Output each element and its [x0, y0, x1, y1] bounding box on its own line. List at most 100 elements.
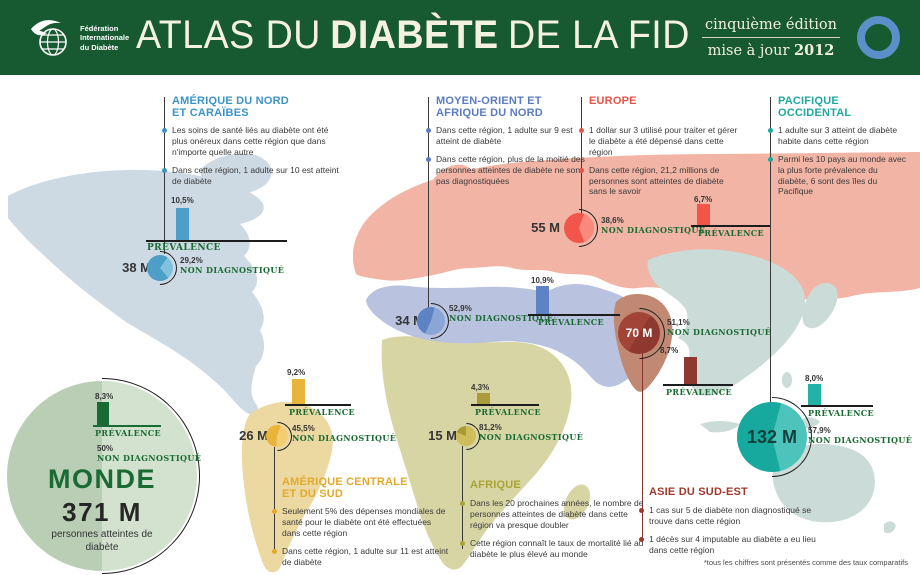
non-diagnose-label: NON DIAGNOSTIQUÉ: [97, 453, 202, 463]
section-bullet: 1 adulte sur 3 atteint de diabète habite…: [767, 125, 910, 147]
value-label: 38 M: [122, 260, 151, 275]
bar-baseline: [285, 404, 351, 406]
prevalence-pct: 8,7%: [660, 346, 679, 355]
prevalence-label: PRÉVALENCE: [698, 228, 765, 238]
section-europe: EUROPE 1 dollar sur 3 utilisé pour trait…: [578, 95, 739, 204]
value-label: 132 M: [746, 426, 798, 447]
non-diagnose-pct: 29,2%: [180, 256, 203, 265]
section-bullet: Seulement 5% des dépenses mondiales de s…: [271, 506, 450, 539]
section-bullet: Dans cette région, 1 adulte sur 10 est a…: [161, 165, 344, 187]
connector-line-europe: [581, 97, 582, 214]
map-region-asie-de-l-est: [647, 249, 806, 396]
section-title: ASIE DU SUD-EST: [649, 486, 748, 498]
prevalence-pct: 10,9%: [531, 276, 554, 285]
non-diagnose-label: NON DIAGNOSTIQUÉ: [479, 432, 584, 442]
world-title: MONDE: [48, 464, 156, 494]
non-diagnose-label: NON DIAGNOSTIQUÉ: [808, 435, 913, 445]
section-bullet: Dans cette région, 1 adulte sur 11 est a…: [271, 545, 449, 567]
bar-baseline: [528, 314, 620, 316]
map-region-philippines: [782, 372, 792, 388]
non-diagnose-pct: 81,2%: [479, 423, 502, 432]
bar-baseline: [471, 404, 539, 406]
prevalence-label: PRÉVALENCE: [475, 407, 542, 417]
non-diagnose-pct: 38,6%: [601, 216, 624, 225]
section-bullet: 1 cas sur 5 de diabète non diagnostiqué …: [638, 505, 835, 527]
value-label: 15 M: [428, 428, 457, 443]
map-region-japon: [802, 282, 838, 329]
prevalence-label: PRÉVALENCE: [147, 243, 221, 253]
prevalence-pct: 8,0%: [805, 374, 824, 383]
map-region-nouvelle-zelande: [884, 521, 896, 534]
prevalence-pct: 9,2%: [287, 368, 306, 377]
prevalence-bar: [292, 379, 305, 405]
prevalence-pct: 10,5%: [171, 196, 194, 205]
section-asie-du-sud-est: ASIE DU SUD-EST 1 cas sur 5 de diabète n…: [638, 486, 835, 563]
connector-line-amerique-centrale: [274, 447, 275, 553]
prevalence-pct: 4,3%: [471, 383, 490, 392]
map-region-amerique-du-nord: [8, 169, 265, 415]
section-bullet: Les soins de santé liés au diabète ont é…: [161, 125, 344, 158]
prevalence-label: PRÉVALENCE: [538, 317, 605, 327]
fid-logo-icon: [31, 20, 67, 56]
section-moyen-orient: MOYEN-ORIENT ET AFRIQUE DU NORD Dans cet…: [425, 95, 592, 193]
non-diagnose-pct: 57,9%: [808, 426, 831, 435]
prevalence-label: PRÉVALENCE: [666, 387, 733, 397]
connector-line-afrique: [462, 446, 463, 549]
page-title: ATLAS DU DIABÈTE DE LA FID: [136, 13, 690, 57]
connector-line-asie-du-sud-est: [642, 352, 643, 542]
prevalence-bar: [536, 286, 549, 315]
section-pacifique-occidental: PACIFIQUE OCCIDENTAL 1 adulte sur 3 atte…: [767, 95, 910, 204]
bar-baseline: [663, 384, 733, 386]
edition-note: cinquième édition mise à jour 2012: [702, 17, 840, 59]
connector-line-amerique-du-nord: [164, 97, 165, 254]
prevalence-bar: [808, 384, 821, 406]
non-diagnose-label: NON DIAGNOSTIQUÉ: [667, 327, 772, 337]
non-diagnose-label: NON DIAGNOSTIQUÉ: [292, 433, 397, 443]
prevalence-bar: [697, 204, 710, 226]
non-diagnose-label: NON DIAGNOSTIQUÉ: [449, 313, 554, 323]
map-region-amerique-du-sud: [241, 401, 333, 573]
value-label: 70 M: [625, 326, 653, 340]
pie-moyen-orient: [405, 295, 457, 347]
section-amerique-centrale: AMÉRIQUE CENTRALE ET DU SUD Seulement 5%…: [271, 476, 450, 574]
map-region-afrique: [381, 336, 572, 570]
section-title: PACIFIQUE OCCIDENTAL: [778, 95, 852, 120]
section-title: MOYEN-ORIENT ET AFRIQUE DU NORD: [436, 95, 543, 120]
non-diagnose-label: NON DIAGNOSTIQUÉ: [601, 225, 706, 235]
section-title: AMÉRIQUE DU NORD ET CARAÏBES: [172, 95, 289, 120]
pie-pacifique-occidental: 132 M: [715, 380, 829, 494]
section-bullet: Dans cette région, plus de la moitié des…: [425, 154, 592, 187]
diabetes-blue-circle-icon: [857, 16, 900, 59]
org-name: Fédération Internationale du Diabète: [80, 24, 130, 52]
non-diagnose-pct: 45,5%: [292, 424, 315, 433]
world-value: 371 M: [62, 497, 142, 527]
connector-line-moyen-orient: [428, 97, 429, 308]
section-bullet: Dans cette région, 21,2 millions de pers…: [578, 165, 739, 198]
section-bullet: Cette région connaît le taux de mortalit…: [459, 538, 652, 560]
map-region-royaume-uni: [364, 210, 395, 238]
section-bullet: Parmi les 10 pays au monde avec la plus …: [767, 154, 910, 198]
section-afrique: AFRIQUE Dans les 20 prochaines années, l…: [459, 479, 652, 566]
section-title: EUROPE: [589, 95, 637, 107]
section-bullet: 1 dollar sur 3 utilisé pour traiter et g…: [578, 125, 738, 157]
header-bar: Fédération Internationale du Diabète ATL…: [0, 0, 920, 75]
prevalence-pct: 6,7%: [694, 195, 713, 204]
map-region-madagascar: [563, 484, 591, 520]
section-title: AFRIQUE: [470, 479, 521, 491]
bar-baseline: [146, 240, 287, 242]
section-amerique-du-nord: AMÉRIQUE DU NORD ET CARAÏBES Les soins d…: [161, 95, 344, 193]
section-bullet: 1 décès sur 4 imputable au diabète a eu …: [638, 534, 835, 556]
non-diagnose-label: NON DIAGNOSTIQUÉ: [180, 265, 285, 275]
prevalence-label: PRÉVALENCE: [808, 408, 875, 418]
map-region-australie: [772, 443, 875, 523]
pie-afrique: [446, 416, 486, 456]
prevalence-label: PRÉVALENCE: [289, 407, 356, 417]
section-bullet: Dans cette région, 1 adulte sur 9 est at…: [425, 125, 592, 147]
pie-asie-du-sud-est: 70 M: [602, 296, 676, 370]
prevalence-bar: [684, 357, 697, 385]
map-region-scandinavie: [428, 164, 475, 210]
prevalence-bar: [477, 393, 490, 405]
prevalence-pct: 8,3%: [95, 392, 114, 401]
section-bullet: Dans les 20 prochaines années, le nombre…: [459, 498, 652, 531]
